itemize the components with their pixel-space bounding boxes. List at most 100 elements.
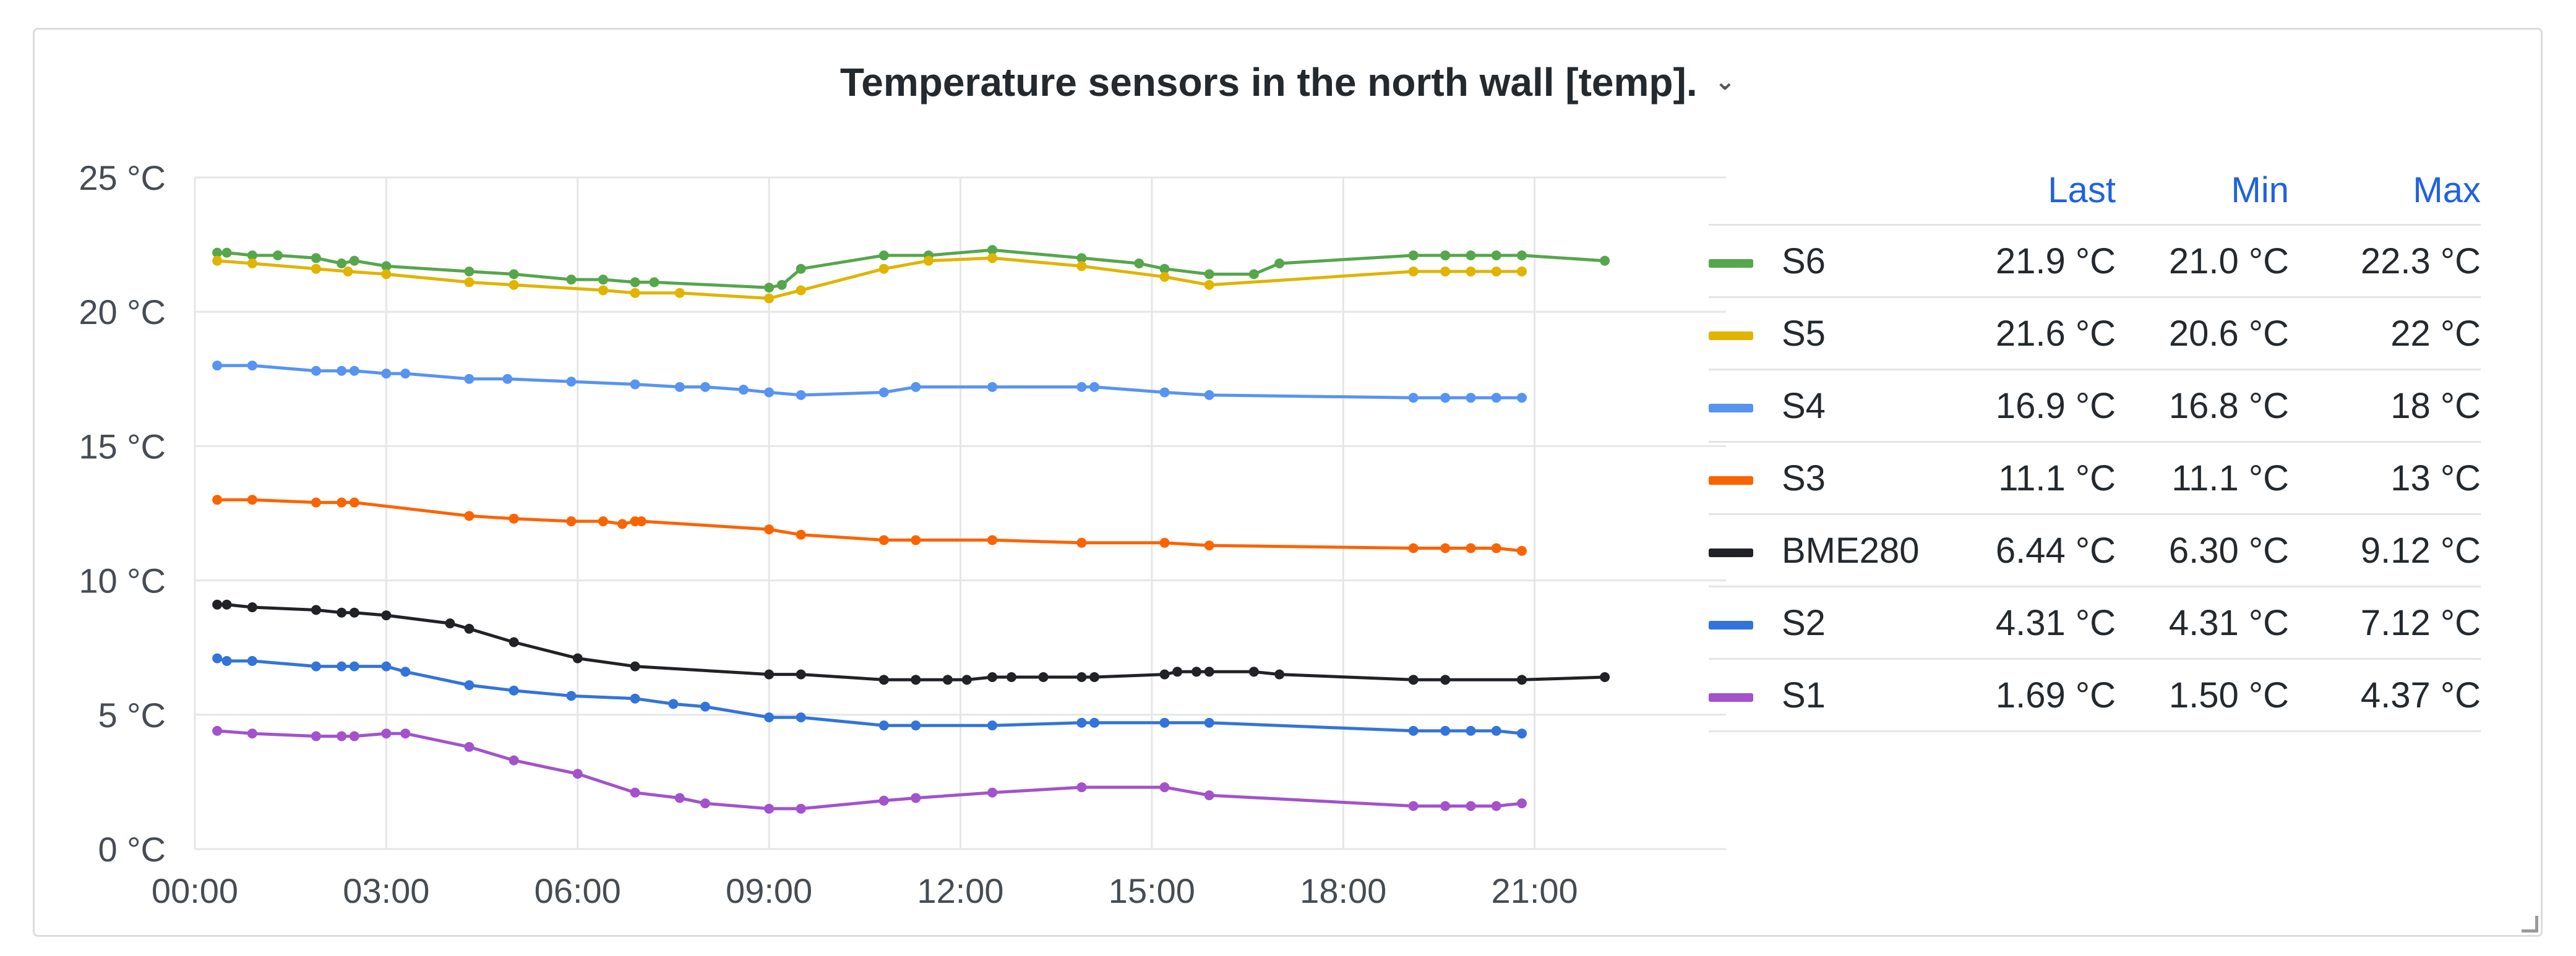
data-point[interactable] (630, 693, 640, 704)
data-point[interactable] (400, 667, 411, 677)
data-point[interactable] (796, 285, 806, 296)
data-point[interactable] (987, 245, 998, 255)
data-point[interactable] (911, 720, 921, 731)
data-point[interactable] (1089, 382, 1100, 392)
data-point[interactable] (311, 731, 321, 741)
data-point[interactable] (572, 769, 583, 779)
data-point[interactable] (1134, 258, 1144, 269)
data-point[interactable] (598, 275, 608, 285)
data-point[interactable] (796, 712, 806, 723)
data-point[interactable] (212, 247, 223, 258)
data-point[interactable] (221, 655, 232, 666)
data-point[interactable] (337, 258, 347, 269)
data-point[interactable] (464, 267, 474, 277)
legend-swatch[interactable] (1709, 586, 1782, 659)
data-point[interactable] (1440, 725, 1451, 736)
data-point[interactable] (674, 288, 685, 298)
data-point[interactable] (911, 535, 921, 545)
data-point[interactable] (349, 497, 359, 508)
data-point[interactable] (1408, 250, 1419, 260)
data-point[interactable] (1440, 393, 1451, 403)
data-point[interactable] (1248, 667, 1259, 677)
legend-row-s6[interactable]: S6 21.9 °C 21.0 °C 22.3 °C (1709, 224, 2481, 297)
data-point[interactable] (942, 675, 953, 685)
data-point[interactable] (764, 669, 775, 680)
data-point[interactable] (1440, 267, 1451, 277)
legend-series-name[interactable]: S2 (1782, 586, 1967, 659)
legend-swatch[interactable] (1709, 224, 1782, 297)
data-point[interactable] (1491, 801, 1501, 811)
data-point[interactable] (1159, 669, 1170, 680)
data-point[interactable] (1204, 790, 1214, 801)
data-point[interactable] (764, 283, 775, 293)
data-point[interactable] (911, 675, 921, 685)
data-point[interactable] (1466, 250, 1476, 260)
panel-title[interactable]: Temperature sensors in the north wall [t… (839, 60, 1698, 105)
legend-series-name[interactable]: S6 (1782, 224, 1967, 297)
data-point[interactable] (1466, 393, 1476, 403)
data-point[interactable] (311, 263, 321, 274)
data-point[interactable] (630, 661, 640, 672)
data-point[interactable] (445, 618, 455, 629)
series-color-icon[interactable] (1709, 476, 1753, 485)
data-point[interactable] (1159, 537, 1170, 548)
data-point[interactable] (630, 288, 640, 298)
data-point[interactable] (1491, 393, 1501, 403)
data-point[interactable] (878, 720, 889, 731)
data-point[interactable] (509, 280, 519, 290)
data-point[interactable] (311, 497, 321, 508)
data-point[interactable] (221, 599, 232, 610)
legend-row-s3[interactable]: S3 11.1 °C 11.1 °C 13 °C (1709, 441, 2481, 514)
data-point[interactable] (337, 731, 347, 741)
legend-row-s1[interactable]: S1 1.69 °C 1.50 °C 4.37 °C (1709, 658, 2481, 732)
data-point[interactable] (878, 535, 889, 545)
data-point[interactable] (987, 535, 998, 545)
data-point[interactable] (212, 725, 223, 736)
data-point[interactable] (630, 379, 640, 390)
data-point[interactable] (987, 382, 998, 392)
data-point[interactable] (509, 755, 519, 766)
data-point[interactable] (1274, 258, 1285, 269)
data-point[interactable] (923, 255, 934, 266)
data-point[interactable] (1076, 717, 1087, 728)
data-point[interactable] (674, 793, 685, 803)
data-point[interactable] (796, 669, 806, 680)
series-color-icon[interactable] (1709, 259, 1753, 268)
data-point[interactable] (1204, 390, 1214, 400)
data-point[interactable] (1440, 675, 1451, 685)
data-point[interactable] (566, 516, 577, 527)
series-line[interactable] (217, 248, 1605, 289)
data-point[interactable] (1517, 250, 1527, 260)
legend-series-name[interactable]: S4 (1782, 369, 1967, 442)
series-line[interactable] (217, 256, 1522, 300)
data-point[interactable] (1491, 543, 1501, 553)
data-point[interactable] (1089, 672, 1100, 682)
data-point[interactable] (1491, 250, 1501, 260)
data-point[interactable] (878, 675, 889, 685)
data-point[interactable] (1440, 801, 1451, 811)
data-point[interactable] (212, 361, 223, 371)
legend-series-name[interactable]: BME280 (1782, 513, 1967, 587)
data-point[interactable] (247, 655, 257, 666)
data-point[interactable] (1408, 801, 1419, 811)
data-point[interactable] (878, 263, 889, 274)
data-point[interactable] (273, 250, 283, 260)
data-point[interactable] (1204, 280, 1214, 290)
data-point[interactable] (796, 803, 806, 814)
data-point[interactable] (987, 253, 998, 263)
data-point[interactable] (464, 277, 474, 288)
data-point[interactable] (212, 599, 223, 610)
data-point[interactable] (1159, 387, 1170, 398)
data-point[interactable] (1466, 543, 1476, 553)
data-point[interactable] (987, 787, 998, 798)
data-point[interactable] (247, 602, 257, 613)
data-point[interactable] (668, 699, 679, 709)
data-point[interactable] (598, 516, 608, 527)
data-point[interactable] (1517, 728, 1527, 739)
data-point[interactable] (381, 610, 392, 621)
legend-row-bme280[interactable]: BME280 6.44 °C 6.30 °C 9.12 °C (1709, 513, 2481, 587)
series-line[interactable] (217, 603, 1605, 681)
data-point[interactable] (598, 285, 608, 296)
series-line[interactable] (217, 657, 1522, 735)
data-point[interactable] (878, 387, 889, 398)
